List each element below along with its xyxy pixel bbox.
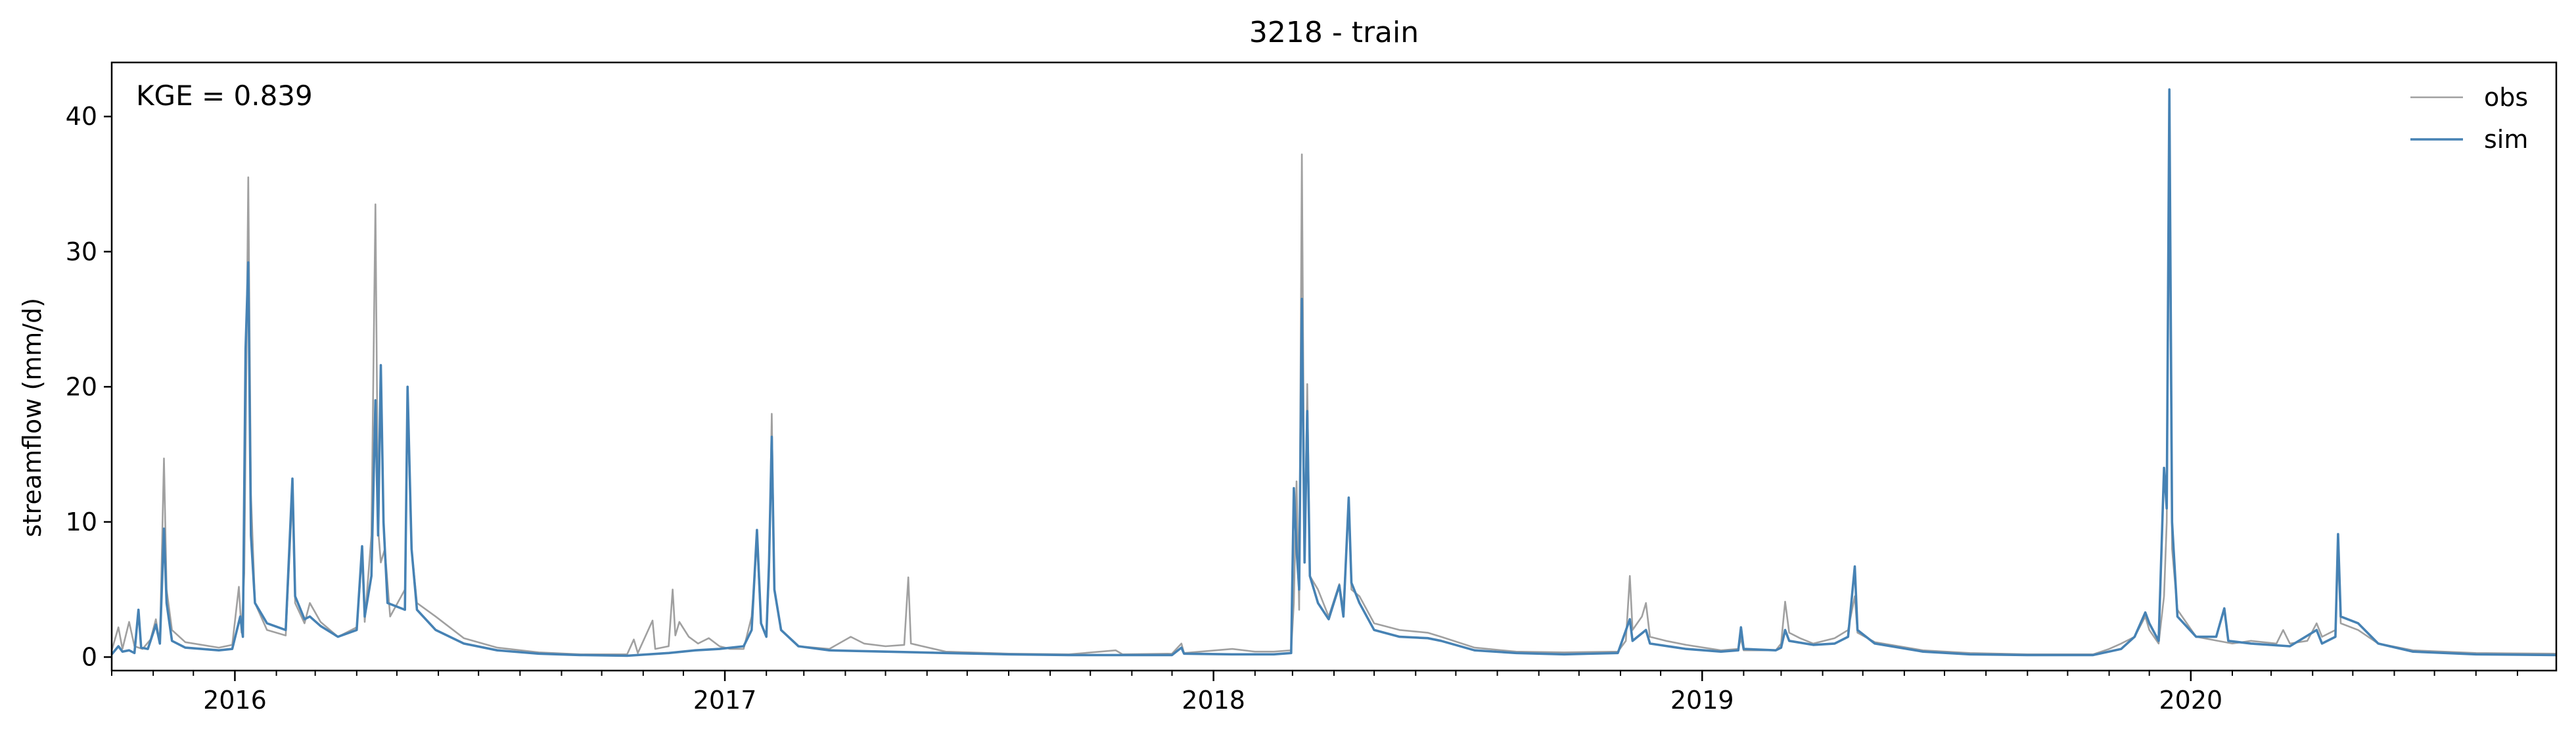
- x-tick-label: 2018: [1182, 686, 1245, 715]
- chart-title: 3218 - train: [1249, 16, 1419, 49]
- x-tick-label: 2017: [693, 686, 757, 715]
- kge-annotation: KGE = 0.839: [136, 80, 313, 112]
- series-layer: [110, 88, 2557, 657]
- x-tick-label: 2016: [203, 686, 267, 715]
- y-tick-label: 0: [81, 642, 97, 671]
- y-tick-label: 30: [66, 237, 97, 266]
- legend-label-obs: obs: [2484, 83, 2528, 112]
- y-tick-label: 20: [66, 372, 97, 401]
- legend: obs sim: [2410, 83, 2528, 154]
- series-line-sim: [110, 88, 2557, 657]
- legend-label-sim: sim: [2484, 125, 2528, 154]
- y-tick-label: 10: [66, 508, 97, 536]
- x-tick-label: 2020: [2159, 686, 2222, 715]
- plot-frame: [110, 61, 2558, 672]
- axis-layer: 0 10 20 30 40 2016 2017 2018 2019 2020: [66, 102, 2518, 715]
- y-axis-label: streamflow (mm/d): [18, 298, 47, 537]
- y-tick-label: 40: [66, 102, 97, 131]
- x-tick-label: 2019: [1670, 686, 1734, 715]
